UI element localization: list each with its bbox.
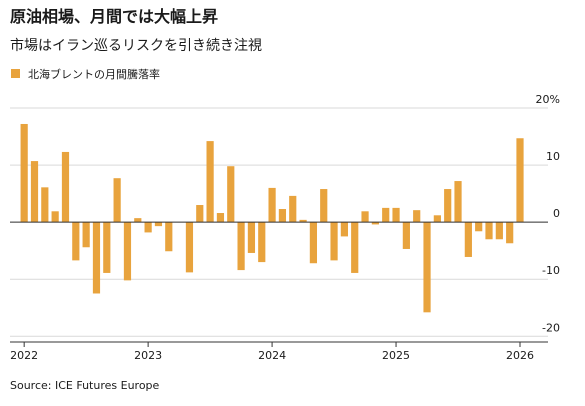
- x-tick-label: 2023: [134, 349, 162, 362]
- bar: [320, 189, 328, 223]
- bar: [144, 222, 152, 233]
- bar: [289, 195, 297, 223]
- bar: [413, 210, 421, 223]
- bar: [495, 222, 503, 240]
- y-tick-label: 0: [553, 207, 560, 220]
- bar: [258, 222, 266, 263]
- bar: [402, 222, 410, 249]
- bar: [185, 222, 194, 273]
- bar: [475, 222, 483, 232]
- bar: [278, 209, 287, 223]
- bar: [165, 222, 173, 252]
- bar: [206, 141, 214, 223]
- bar: [41, 187, 49, 223]
- x-tick-label: 2025: [382, 349, 410, 362]
- bar: [196, 205, 204, 223]
- bar: [247, 222, 256, 253]
- bar: [485, 222, 493, 240]
- y-tick-label: -10: [542, 264, 560, 277]
- chart-subtitle: 市場はイラン巡るリスクを引き続き注視: [10, 37, 262, 54]
- y-tick-label: 10: [546, 150, 560, 163]
- y-tick-label: -20: [542, 321, 560, 334]
- bar: [268, 187, 276, 223]
- bar: [423, 222, 431, 313]
- bar: [61, 151, 70, 223]
- x-tick-label: 2022: [10, 349, 38, 362]
- bar: [454, 181, 462, 223]
- x-tick-label: 2026: [506, 349, 534, 362]
- bar: [330, 222, 338, 261]
- bar: [340, 222, 348, 237]
- bar: [444, 189, 452, 223]
- x-tick-label: 2024: [258, 349, 286, 362]
- bar: [433, 215, 441, 223]
- bar: [154, 222, 163, 227]
- source: Source: ICE Futures Europe: [10, 379, 160, 392]
- bar: [113, 178, 121, 223]
- bar: [464, 222, 472, 257]
- bar: [299, 219, 307, 223]
- bar: [82, 222, 90, 248]
- bar: [134, 218, 142, 223]
- bar: [392, 207, 400, 223]
- bar: [506, 222, 514, 244]
- bar: [30, 161, 39, 223]
- bar: [92, 222, 101, 294]
- bar: [103, 222, 111, 273]
- bar: [72, 222, 80, 261]
- y-tick-label: 20%: [536, 93, 560, 106]
- legend-swatch: [11, 69, 20, 78]
- bar: [351, 222, 359, 273]
- chart-title: 原油相場、月間では大幅上昇: [10, 7, 218, 26]
- bar: [309, 222, 318, 264]
- bar: [361, 211, 369, 223]
- bar: [216, 213, 225, 223]
- bar: [237, 222, 245, 271]
- bar: [51, 211, 59, 223]
- bar: [382, 207, 390, 223]
- bar: [516, 138, 524, 223]
- bar: [20, 123, 28, 223]
- bar: [227, 166, 235, 223]
- bar: [371, 222, 379, 225]
- bar: [123, 222, 132, 281]
- legend-label: 北海ブレントの月間騰落率: [28, 67, 160, 81]
